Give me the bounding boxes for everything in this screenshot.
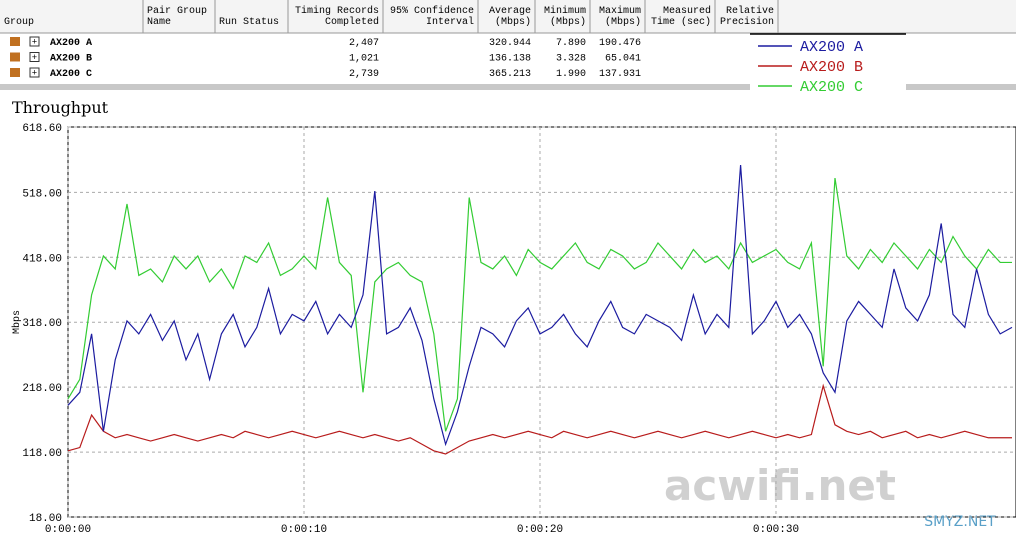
expand-plus: +: [32, 38, 37, 48]
table-header-bg: [0, 0, 1016, 33]
legend-label: AX200 A: [800, 39, 863, 56]
cell: 190.476: [599, 38, 641, 49]
x-tick-label: 0:00:00: [45, 524, 91, 536]
watermark: SMYZ.NET: [924, 514, 996, 530]
x-tick-label: 0:00:20: [517, 524, 563, 536]
y-tick-label: 418.00: [22, 253, 62, 265]
cell: 137.931: [599, 69, 641, 80]
column-header: Timing Records: [295, 5, 379, 17]
cell: 136.138: [489, 54, 531, 65]
column-header: (Mbps): [495, 16, 531, 28]
x-tick-label: 0:00:10: [281, 524, 327, 536]
column-header: Maximum: [599, 5, 641, 17]
x-tick-label: 0:00:30: [753, 524, 799, 536]
y-tick-label: 118.00: [22, 448, 62, 460]
column-header: Name: [147, 17, 171, 28]
group-name: AX200 C: [50, 69, 92, 80]
cell: 7.890: [556, 38, 586, 49]
y-tick-label: 318.00: [22, 318, 62, 330]
chart-icon: [10, 52, 20, 62]
expand-plus: +: [32, 69, 37, 79]
cell: 2,739: [349, 69, 379, 80]
column-header: Pair Group: [147, 5, 207, 17]
y-tick-label: 218.00: [22, 383, 62, 395]
expand-icon: [29, 36, 40, 47]
series-line: [67, 383, 1012, 455]
expand-icon: [29, 52, 40, 62]
series-line: [67, 165, 1013, 447]
column-header: Time (sec): [651, 16, 711, 28]
chart-icon: [10, 37, 20, 46]
y-tick-label: 618.60: [22, 123, 62, 135]
column-header: Group: [4, 17, 34, 28]
column-header: (Mbps): [605, 16, 641, 28]
splitter: [0, 84, 1016, 90]
chart-title: Throughput: [12, 98, 109, 117]
column-header: Average: [489, 6, 531, 17]
expand-icon: [29, 67, 40, 78]
cell: 65.041: [605, 54, 641, 65]
column-header: Interval: [426, 16, 474, 28]
column-header: Relative: [726, 5, 774, 17]
column-header: (Mbps): [550, 16, 586, 28]
y-axis-label: Mbps: [11, 310, 23, 334]
column-header: Measured: [663, 5, 711, 17]
cell: 365.213: [489, 69, 531, 80]
y-tick-label: 518.00: [22, 188, 62, 200]
watermark: acwifi.net: [664, 461, 896, 510]
y-tick-label: 18.00: [29, 513, 62, 525]
series-line: [67, 177, 1012, 432]
chart-icon: [10, 68, 20, 77]
cell: 320.944: [489, 38, 531, 49]
group-name: AX200 A: [50, 38, 92, 49]
legend-box: [750, 34, 906, 94]
legend-label: AX200 C: [800, 79, 863, 96]
column-header: Precision: [720, 16, 774, 28]
expand-plus: +: [32, 53, 37, 63]
column-header: Completed: [325, 16, 379, 28]
column-header: Minimum: [544, 5, 586, 17]
group-name: AX200 B: [50, 54, 92, 65]
column-header: Run Status: [219, 17, 279, 28]
legend-label: AX200 B: [800, 59, 863, 76]
cell: 1.990: [556, 69, 586, 80]
cell: 3.328: [556, 54, 586, 65]
cell: 2,407: [349, 38, 379, 49]
column-header: 95% Confidence: [390, 5, 474, 17]
cell: 1,021: [349, 54, 379, 65]
